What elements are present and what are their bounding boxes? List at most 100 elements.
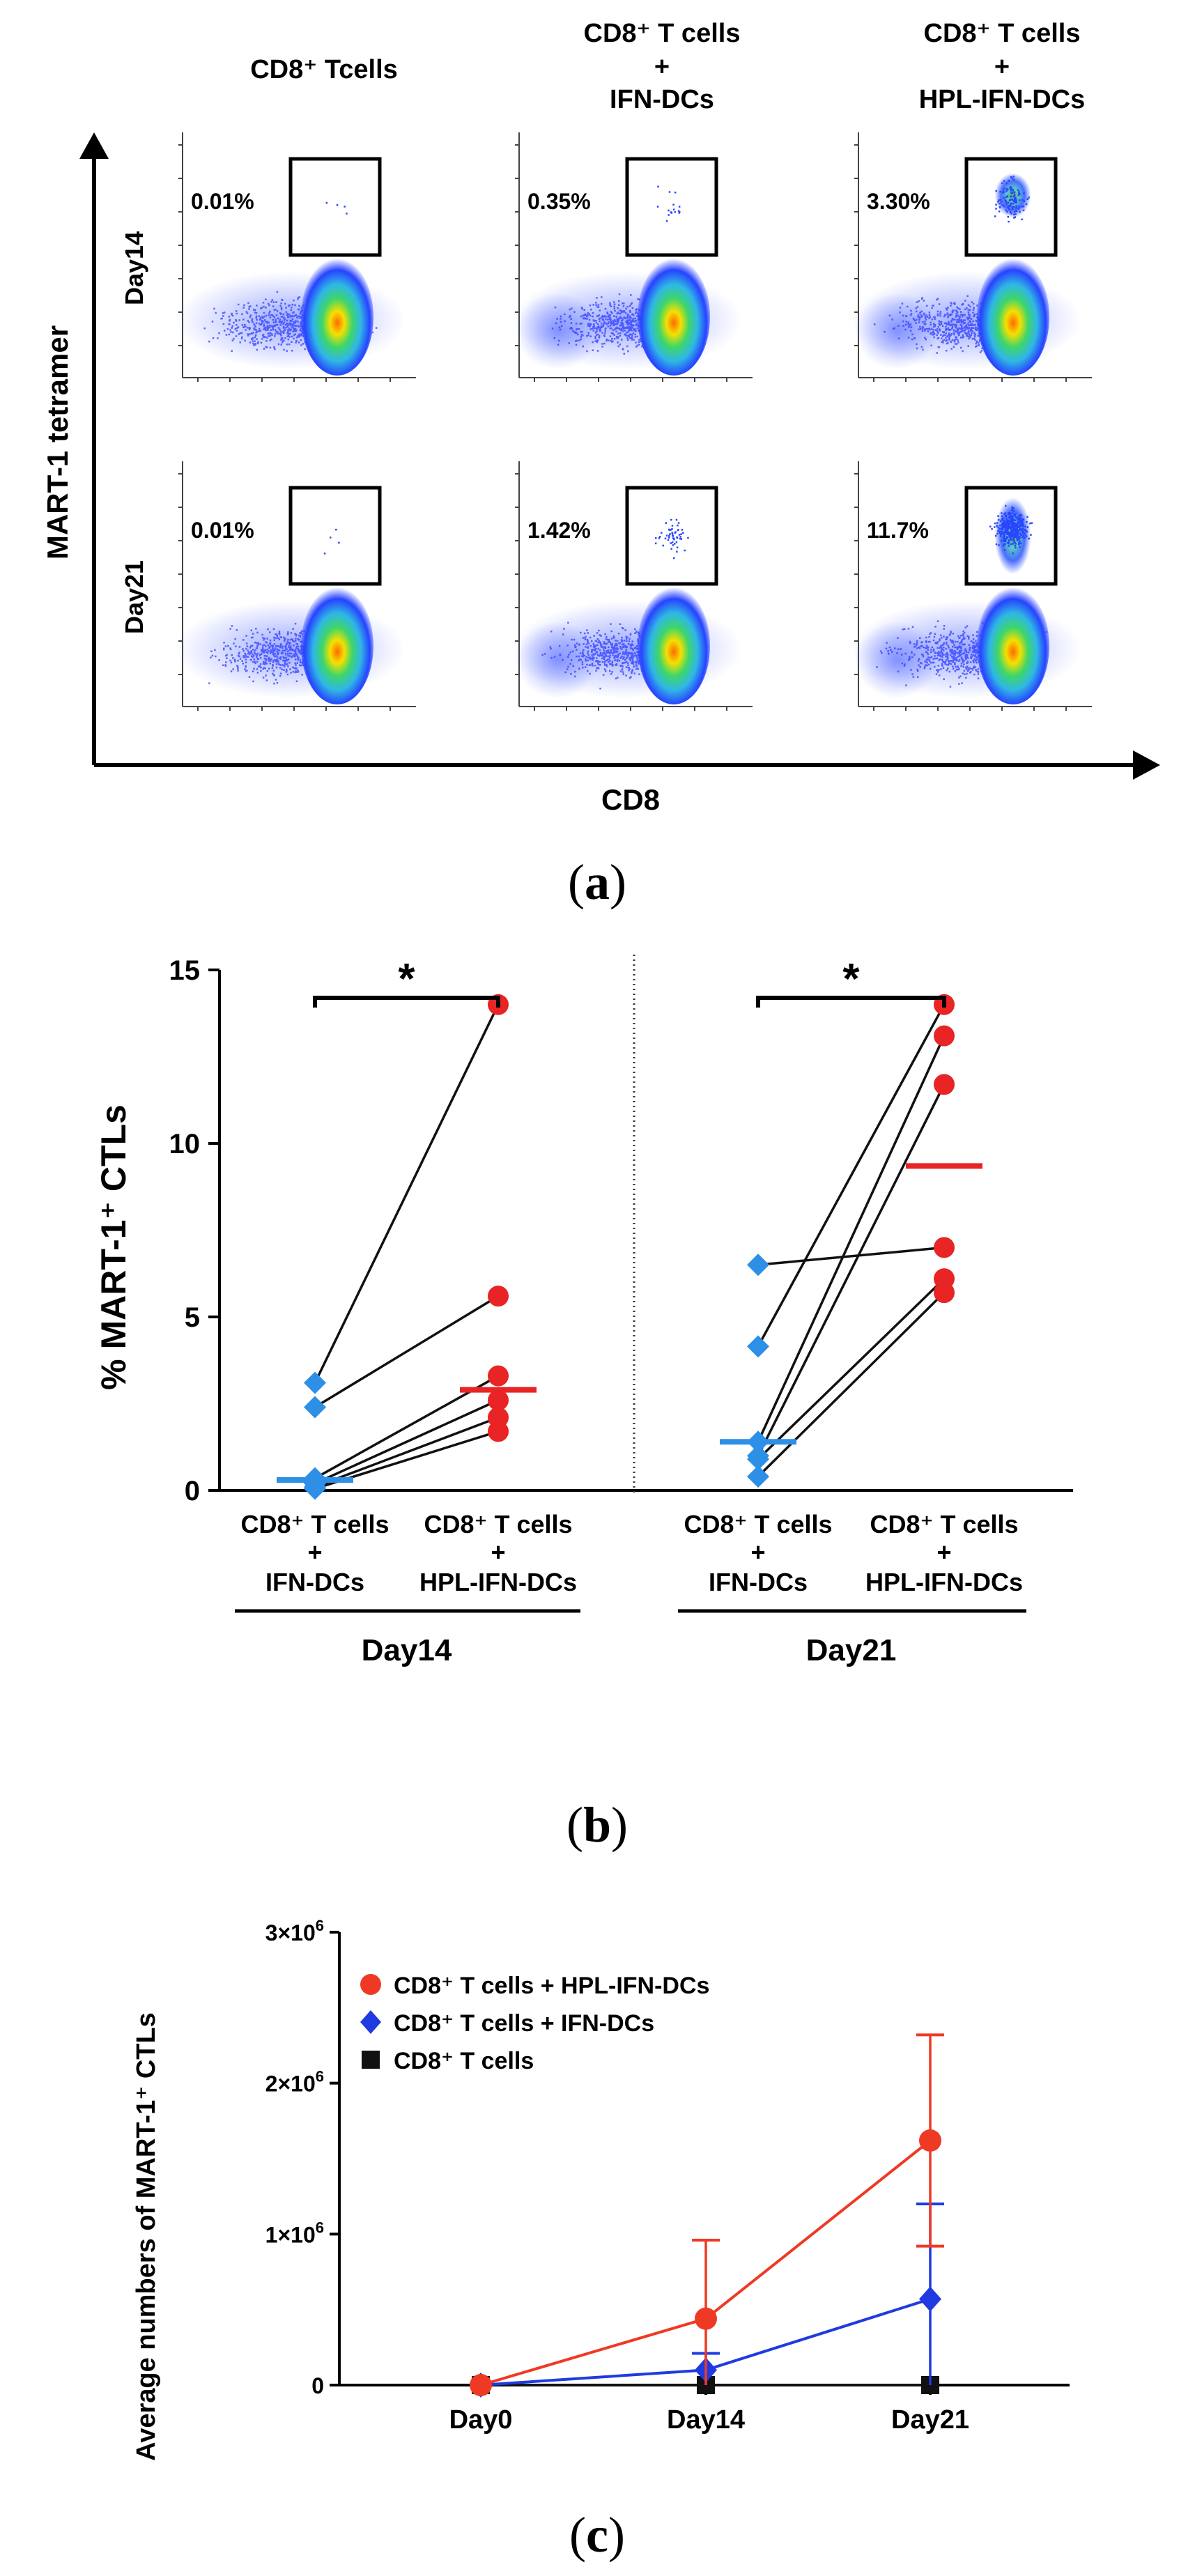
data-point [695, 2307, 717, 2330]
gate-percentage: 0.01% [191, 518, 254, 543]
plot-area: 0 1×106 2×106 3×106 Day0 Day14 Day21 CD8⁺ T cel… [265, 1917, 1070, 2435]
category-label: HPL-IFN-DCs [419, 1568, 577, 1596]
pair-line [314, 1004, 500, 1384]
column-title: CD8⁺ Tcells [250, 55, 398, 84]
group-day-label: Day14 [362, 1633, 452, 1667]
panel-label-b: (b) [566, 1797, 628, 1853]
category-label: CD8⁺ T cells [240, 1510, 389, 1538]
gate-percentage: 1.42% [527, 518, 591, 543]
group-day-label: Day21 [806, 1633, 897, 1667]
y-axis-label: MART-1 tetramer [41, 325, 74, 560]
category-label: HPL-IFN-DCs [865, 1568, 1023, 1596]
column-title: IFN-DCs [610, 85, 714, 114]
legend-label: CD8⁺ T cells + HPL-IFN-DCs [394, 1973, 709, 1999]
y-tick-label: 15 [169, 955, 201, 986]
y-tick-label: 0 [185, 1476, 200, 1506]
flow-plot: 0.01% [176, 132, 416, 382]
data-point [488, 1286, 509, 1307]
y-tick-label: 5 [185, 1302, 200, 1333]
data-point [304, 1371, 326, 1394]
row-label: Day21 [120, 560, 148, 634]
data-point [747, 1335, 769, 1358]
y-axis-label: Average numbers of MART-1⁺ CTLs [132, 2012, 161, 2461]
y-tick-label: 10 [169, 1129, 201, 1159]
category-label: + [750, 1538, 765, 1566]
gate-box [964, 157, 1058, 257]
density-haze [855, 293, 939, 369]
category-label: IFN-DCs [265, 1568, 364, 1596]
gate-events [989, 504, 1033, 555]
panel-label-a: (a) [568, 854, 626, 910]
significance-bracket [756, 996, 946, 1008]
x-arrowhead-icon [1133, 750, 1160, 780]
category-label: CD8⁺ T cells [870, 1510, 1018, 1538]
data-point [304, 1477, 326, 1500]
gate-box [288, 486, 382, 586]
panel-label-c: (c) [569, 2507, 625, 2563]
data-point [934, 1025, 955, 1047]
gate-events [325, 201, 348, 215]
legend-marker [360, 1974, 381, 1995]
data-point [919, 2286, 941, 2312]
flow-plot: 0.35% [512, 132, 753, 382]
pair-line [757, 1291, 946, 1478]
density-core [301, 259, 373, 376]
density-core [638, 259, 710, 376]
flow-plot-grid: 0.01% 0.35% 3.30% 0.01% 1.42% 11.7% [176, 132, 1092, 711]
pair-line [314, 1398, 499, 1485]
data-point [934, 1074, 955, 1095]
data-point [488, 1389, 509, 1411]
data-point [304, 1396, 326, 1419]
panel-c-line-chart: Average numbers of MART-1⁺ CTLs 0 1×106 2×… [132, 1917, 1070, 2461]
significance-star: * [842, 955, 860, 1003]
density-haze [516, 622, 599, 698]
density-dots [208, 622, 364, 685]
pair-line [314, 1375, 499, 1480]
category-label: + [491, 1538, 505, 1566]
density-core [977, 259, 1049, 376]
gate-box [288, 157, 382, 257]
density-haze [516, 293, 599, 369]
panel-a-flow-cytometry: CD8⁺ Tcells CD8⁺ T cells + IFN-DCs CD8⁺ … [41, 19, 1160, 816]
gate-events [323, 528, 340, 555]
pair-line [757, 1003, 946, 1348]
flow-plot: 11.7% [851, 461, 1092, 711]
x-axis-label: CD8 [601, 783, 660, 816]
legend-marker [362, 2051, 380, 2069]
gate-events [654, 518, 689, 560]
density-core [301, 587, 373, 704]
gate-percentage: 0.35% [527, 189, 591, 214]
data-point [747, 1430, 769, 1453]
gate-events [656, 185, 681, 222]
gate-box [964, 486, 1058, 586]
category-label: IFN-DCs [709, 1568, 808, 1596]
density-core [638, 587, 710, 704]
category-label: + [307, 1538, 322, 1566]
gate-percentage: 3.30% [867, 189, 930, 214]
pair-line [314, 1416, 499, 1488]
y-tick-label: 1×106 [265, 2219, 324, 2247]
significance-star: * [398, 955, 415, 1003]
y-axis-label: % MART-1⁺ CTLs [94, 1104, 133, 1390]
x-tick-label: Day0 [449, 2405, 513, 2435]
significance-bracket [313, 996, 500, 1008]
gate-percentage: 0.01% [191, 189, 254, 214]
flow-plot: 0.01% [176, 461, 416, 711]
pair-line [314, 1295, 499, 1408]
pair-line [757, 1277, 946, 1460]
y-tick-label: 3×106 [265, 1917, 324, 1945]
legend-label: CD8⁺ T cells [394, 2048, 534, 2074]
data-point [919, 2129, 941, 2152]
gate-box [625, 486, 718, 586]
category-label: + [936, 1538, 951, 1566]
pair-line [757, 1035, 946, 1443]
x-tick-label: Day21 [891, 2405, 969, 2435]
column-title: CD8⁺ T cells [584, 19, 741, 48]
data-point [488, 1365, 509, 1387]
flow-plot: 3.30% [851, 132, 1092, 382]
data-point [747, 1465, 769, 1488]
density-dots [541, 622, 702, 690]
